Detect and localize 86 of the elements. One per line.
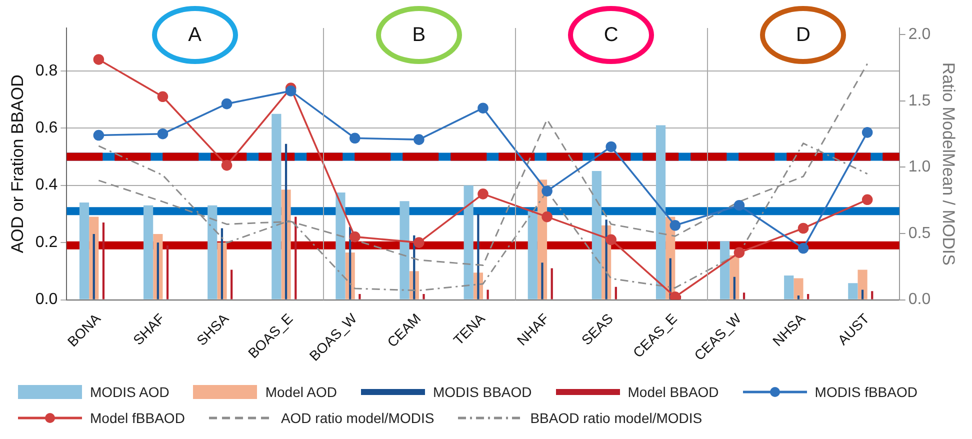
bar (550, 268, 553, 300)
legend-label: MODIS fBBAOD (814, 384, 918, 400)
bar (605, 220, 608, 300)
bar (733, 276, 736, 300)
bar (541, 262, 544, 300)
point (862, 194, 873, 206)
bar (464, 185, 474, 300)
bar (656, 125, 666, 300)
y-tick-label: 0.6 (35, 120, 58, 137)
point (862, 127, 873, 138)
point (542, 186, 552, 196)
bar (144, 205, 154, 300)
bar (592, 171, 602, 300)
point (606, 141, 617, 152)
y2-axis-title: Ratio ModelMean / MODIS (939, 62, 958, 266)
point (93, 54, 104, 65)
point (157, 128, 168, 140)
point (798, 222, 809, 234)
legend-label: AOD ratio model/MODIS (280, 410, 434, 426)
bar (528, 211, 538, 300)
bar (848, 283, 858, 300)
y-tick-label: 0.8 (35, 62, 58, 80)
bar (166, 245, 169, 300)
bar (156, 242, 159, 300)
bar (477, 214, 480, 300)
y-tick-label: 0.2 (35, 234, 58, 251)
point (670, 292, 681, 300)
bar (220, 228, 224, 300)
ellipse-outline: D (760, 6, 846, 64)
point (93, 130, 104, 141)
ellipse-outline: B (376, 6, 462, 64)
bar (79, 202, 90, 300)
bar (486, 290, 489, 300)
bar (858, 270, 868, 300)
ellipse-outline: A (152, 6, 238, 64)
bar (797, 295, 800, 300)
point (734, 200, 745, 211)
y-axis-title: AOD or Fration BBAOD (8, 74, 27, 254)
point (349, 231, 360, 242)
legend-label: Model fBBAOD (90, 410, 185, 426)
bar (861, 290, 864, 300)
point (606, 234, 617, 246)
point (285, 86, 296, 96)
bar (358, 294, 361, 300)
point (798, 242, 809, 254)
bar (400, 201, 410, 300)
point (478, 188, 488, 200)
bar (336, 192, 346, 300)
bar (807, 294, 810, 300)
legend-label: Model AOD (265, 384, 337, 400)
point (414, 134, 424, 145)
legend-label: MODIS BBAOD (432, 384, 532, 400)
bar (871, 291, 874, 300)
bar (284, 144, 288, 300)
y2-tick-label: 0.0 (908, 291, 931, 308)
legend-label: MODIS AOD (90, 384, 170, 400)
point (221, 160, 232, 171)
bar (102, 222, 105, 300)
point (157, 91, 168, 102)
y-tick-label: 0.0 (35, 291, 58, 308)
point (670, 220, 681, 231)
point (414, 237, 424, 248)
point (542, 211, 552, 222)
bar (794, 278, 804, 300)
y2-tick-label: 1.0 (908, 158, 931, 176)
point (221, 98, 232, 110)
bar (92, 234, 95, 300)
bar (294, 216, 297, 300)
bar (742, 292, 746, 300)
y2-tick-label: 1.5 (908, 92, 931, 110)
y-tick-label: 0.4 (35, 176, 58, 194)
legend-label: Model BBAOD (628, 384, 719, 400)
bar (614, 286, 617, 300)
point (734, 247, 745, 258)
point (478, 102, 488, 114)
bar (784, 275, 794, 300)
bar (720, 241, 730, 300)
y2-tick-label: 0.5 (908, 224, 931, 242)
y2-tick-label: 2.0 (908, 26, 931, 44)
bar (208, 205, 218, 300)
ellipse-outline: C (568, 6, 654, 64)
point (349, 132, 360, 144)
legend-label: BBAOD ratio model/MODIS (530, 410, 702, 426)
bar (272, 114, 282, 300)
bar (422, 294, 425, 300)
bar (230, 270, 233, 300)
